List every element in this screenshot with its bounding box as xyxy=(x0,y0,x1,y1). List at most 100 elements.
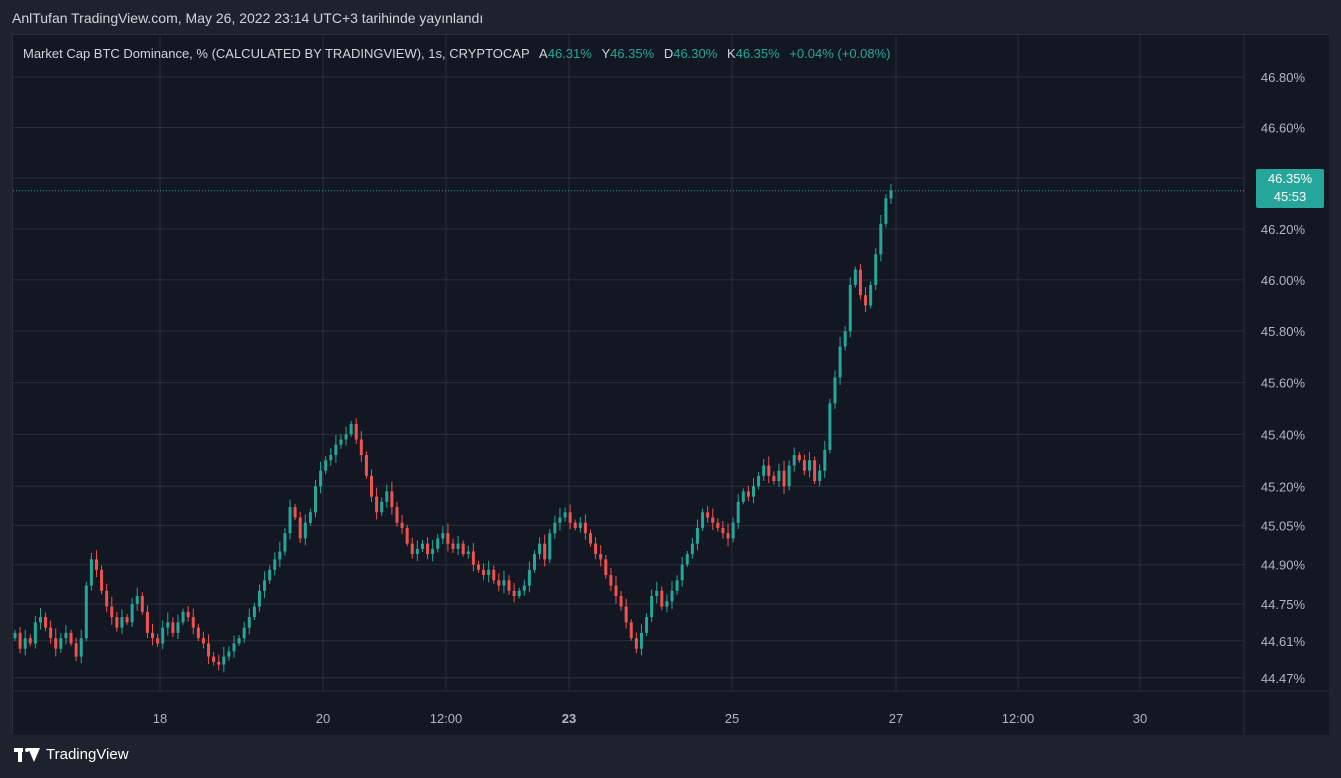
candle xyxy=(125,613,129,625)
candle-body xyxy=(283,533,287,552)
candle xyxy=(553,515,557,539)
candle-body xyxy=(853,269,857,286)
candle xyxy=(874,248,878,291)
candle xyxy=(217,654,221,671)
candle-body xyxy=(802,460,806,471)
candle-body xyxy=(334,444,338,456)
candle-body xyxy=(364,455,368,476)
candle xyxy=(512,583,516,603)
candle xyxy=(726,523,730,547)
candle-body xyxy=(680,564,684,581)
candle-body xyxy=(522,585,526,591)
candle xyxy=(334,435,338,463)
x-tick-label: 25 xyxy=(725,711,739,726)
candle xyxy=(140,592,144,615)
candle-body xyxy=(695,527,699,544)
candle-body xyxy=(298,517,302,539)
candle-body xyxy=(110,606,114,618)
candle xyxy=(451,538,455,553)
candle xyxy=(813,456,817,485)
candle xyxy=(456,535,460,556)
candle xyxy=(79,629,83,664)
candle-body xyxy=(441,533,445,539)
candle-body xyxy=(645,617,649,633)
candle xyxy=(476,560,480,573)
candle-body xyxy=(313,486,317,513)
candle xyxy=(558,507,562,531)
candle xyxy=(242,621,246,643)
tradingview-branding[interactable]: TradingView xyxy=(14,746,129,763)
candle xyxy=(69,629,73,646)
candle-body xyxy=(568,512,572,523)
candle-body xyxy=(400,522,404,528)
candle xyxy=(400,515,404,535)
close-label: K xyxy=(726,46,736,61)
candle xyxy=(543,534,547,567)
y-tick-label: 45.20% xyxy=(1261,479,1306,494)
candle-body xyxy=(288,507,292,534)
candle xyxy=(222,646,226,673)
candle xyxy=(767,456,771,484)
candle-body xyxy=(502,580,506,586)
candle xyxy=(370,469,374,502)
candle-body xyxy=(161,627,165,644)
candle-body xyxy=(273,559,277,570)
candle-body xyxy=(884,198,888,224)
candle-body xyxy=(79,638,83,657)
candle xyxy=(359,431,363,462)
candle-body xyxy=(461,543,465,555)
chart-legend: Market Cap BTC Dominance, % (CALCULATED … xyxy=(23,46,891,61)
candle xyxy=(161,620,165,650)
candle-body xyxy=(670,590,674,602)
candle-body xyxy=(532,554,536,570)
candle-body xyxy=(690,543,694,555)
candle xyxy=(604,554,608,579)
candlestick-chart[interactable]: 46.80%46.60%46.40%46.20%46.00%45.80%45.6… xyxy=(13,35,1329,735)
candle xyxy=(757,472,761,490)
candle-body xyxy=(736,501,740,523)
change-value: +0.04% (+0.08%) xyxy=(789,46,891,61)
candle xyxy=(614,575,618,604)
candle-body xyxy=(420,543,424,549)
candle xyxy=(349,420,353,437)
candle xyxy=(405,524,409,547)
candle xyxy=(201,631,205,649)
chart-pane[interactable]: 46.80%46.60%46.40%46.20%46.00%45.80%45.6… xyxy=(12,34,1329,735)
candle xyxy=(33,615,37,649)
candle xyxy=(818,464,822,487)
candle-body xyxy=(135,596,139,604)
candle-body xyxy=(176,622,180,633)
candle xyxy=(252,602,256,621)
symbol-title[interactable]: Market Cap BTC Dominance, % (CALCULATED … xyxy=(23,46,530,61)
candle xyxy=(227,646,231,661)
candle-body xyxy=(303,522,307,539)
high-label: Y xyxy=(601,46,611,61)
candle-body xyxy=(64,632,68,639)
plot-background xyxy=(13,35,1329,735)
candle xyxy=(701,508,705,531)
candle xyxy=(354,418,358,445)
candle-body xyxy=(777,470,781,482)
y-tick-label: 46.60% xyxy=(1261,120,1306,135)
candle xyxy=(497,573,501,592)
candle xyxy=(268,565,272,584)
candle-body xyxy=(329,455,333,461)
candle-body xyxy=(38,617,42,623)
candle-body xyxy=(762,465,766,476)
candle-body xyxy=(619,596,623,607)
candle-body xyxy=(207,643,211,657)
candle xyxy=(171,617,175,637)
candle-body xyxy=(308,512,312,523)
y-tick-label: 45.80% xyxy=(1261,324,1306,339)
candle-body xyxy=(390,491,394,508)
candle xyxy=(303,514,307,546)
candle xyxy=(288,499,292,540)
candle xyxy=(634,632,638,654)
candle-body xyxy=(746,491,750,497)
candle-body xyxy=(196,627,200,639)
candle xyxy=(313,479,317,518)
candle-body xyxy=(359,439,363,456)
candle xyxy=(120,609,124,634)
candle xyxy=(736,494,740,529)
candle-body xyxy=(471,551,475,565)
